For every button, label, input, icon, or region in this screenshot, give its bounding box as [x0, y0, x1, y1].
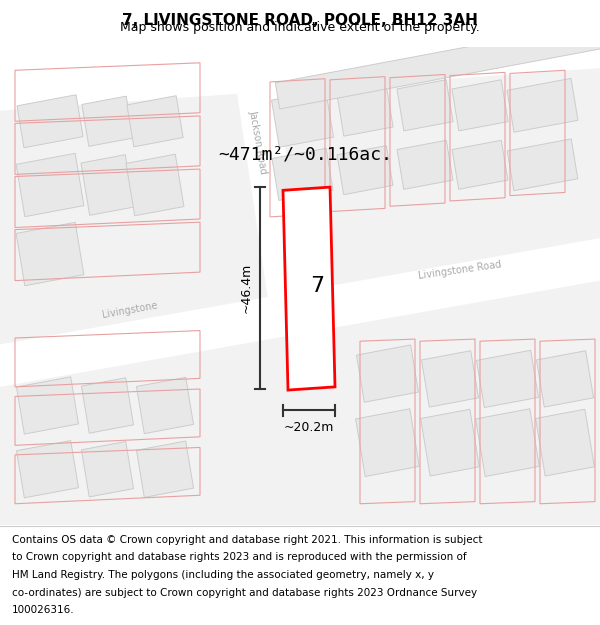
Polygon shape — [230, 47, 310, 312]
Bar — [421, 409, 479, 476]
Bar — [507, 78, 578, 132]
Bar — [421, 351, 479, 407]
Bar — [17, 377, 79, 434]
Bar — [81, 155, 134, 215]
Bar — [536, 351, 593, 407]
Polygon shape — [0, 47, 600, 111]
Text: HM Land Registry. The polygons (including the associated geometry, namely x, y: HM Land Registry. The polygons (includin… — [12, 570, 434, 580]
Text: 7, LIVINGSTONE ROAD, POOLE, BH12 3AH: 7, LIVINGSTONE ROAD, POOLE, BH12 3AH — [122, 13, 478, 28]
Text: to Crown copyright and database rights 2023 and is reproduced with the permissio: to Crown copyright and database rights 2… — [12, 552, 467, 562]
Bar — [17, 441, 79, 498]
Bar — [452, 141, 508, 189]
Bar — [452, 80, 508, 131]
Bar — [356, 345, 418, 403]
Bar — [337, 85, 393, 136]
Text: 100026316.: 100026316. — [12, 605, 74, 615]
Bar — [476, 350, 538, 408]
Bar — [136, 441, 194, 498]
Text: Jackson Road: Jackson Road — [247, 110, 269, 175]
Bar — [82, 96, 133, 146]
Bar — [126, 154, 184, 216]
Bar — [82, 441, 134, 497]
Bar — [16, 153, 84, 217]
Text: ~20.2m: ~20.2m — [284, 421, 334, 434]
Bar — [356, 409, 419, 476]
Bar — [397, 141, 453, 189]
Bar — [127, 96, 183, 147]
Bar — [17, 95, 83, 148]
Bar — [272, 90, 334, 148]
Bar — [275, 22, 600, 109]
Polygon shape — [283, 187, 335, 390]
Polygon shape — [0, 238, 600, 387]
Bar — [476, 409, 539, 476]
Text: Map shows position and indicative extent of the property.: Map shows position and indicative extent… — [120, 21, 480, 34]
Text: ~471m²/~0.116ac.: ~471m²/~0.116ac. — [218, 146, 392, 164]
Bar — [536, 409, 595, 476]
Text: Contains OS data © Crown copyright and database right 2021. This information is : Contains OS data © Crown copyright and d… — [12, 535, 482, 545]
Bar — [82, 378, 134, 433]
Bar — [136, 378, 194, 434]
Bar — [507, 139, 578, 191]
Bar — [272, 148, 333, 201]
Text: ~46.4m: ~46.4m — [239, 263, 253, 313]
Bar — [397, 80, 453, 131]
Text: Livingstone: Livingstone — [101, 301, 158, 320]
Text: Livingstone Road: Livingstone Road — [418, 259, 502, 281]
Text: co-ordinates) are subject to Crown copyright and database rights 2023 Ordnance S: co-ordinates) are subject to Crown copyr… — [12, 588, 477, 598]
Text: 7: 7 — [310, 276, 324, 296]
Bar — [337, 146, 393, 194]
Bar — [16, 222, 84, 286]
